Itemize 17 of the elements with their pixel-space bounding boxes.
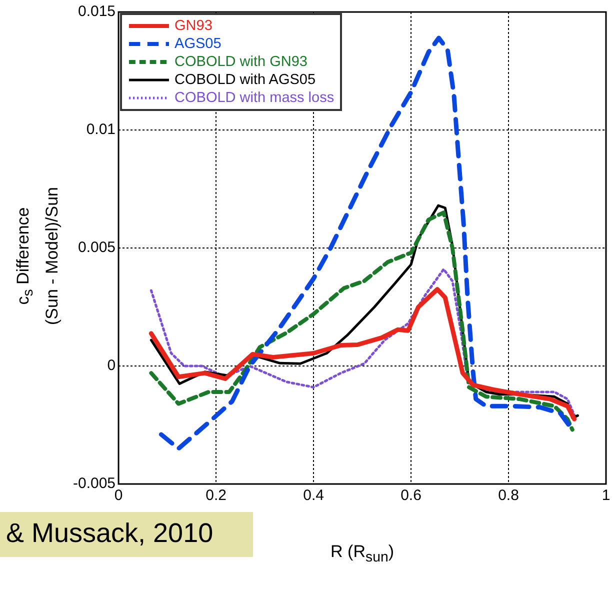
x-tick-label: 0.4 xyxy=(303,487,324,504)
legend-label: COBOLD with GN93 xyxy=(174,53,308,71)
x-tick-label: 0.2 xyxy=(206,487,226,504)
y-tick-label: 0 xyxy=(107,357,116,374)
legend-label: AGS05 xyxy=(174,35,222,53)
legend-label: GN93 xyxy=(174,17,212,35)
x-tick-label: 1 xyxy=(602,487,610,504)
y-tick-label: 0.005 xyxy=(78,239,116,256)
y-tick-label: 0.01 xyxy=(86,121,116,138)
legend-label: COBOLD with mass loss xyxy=(174,89,334,107)
x-tick-label: 0.6 xyxy=(400,487,422,504)
x-tick-label: 0.8 xyxy=(498,487,519,504)
y-tick-label: -0.005 xyxy=(72,475,116,492)
y-tick-label: 0.015 xyxy=(78,3,116,20)
x-axis-title: R (R$_{sun}$) xyxy=(330,542,394,566)
text: & Mussack, 2010 xyxy=(0,512,254,557)
legend-label: COBOLD with AGS05 xyxy=(174,71,316,89)
